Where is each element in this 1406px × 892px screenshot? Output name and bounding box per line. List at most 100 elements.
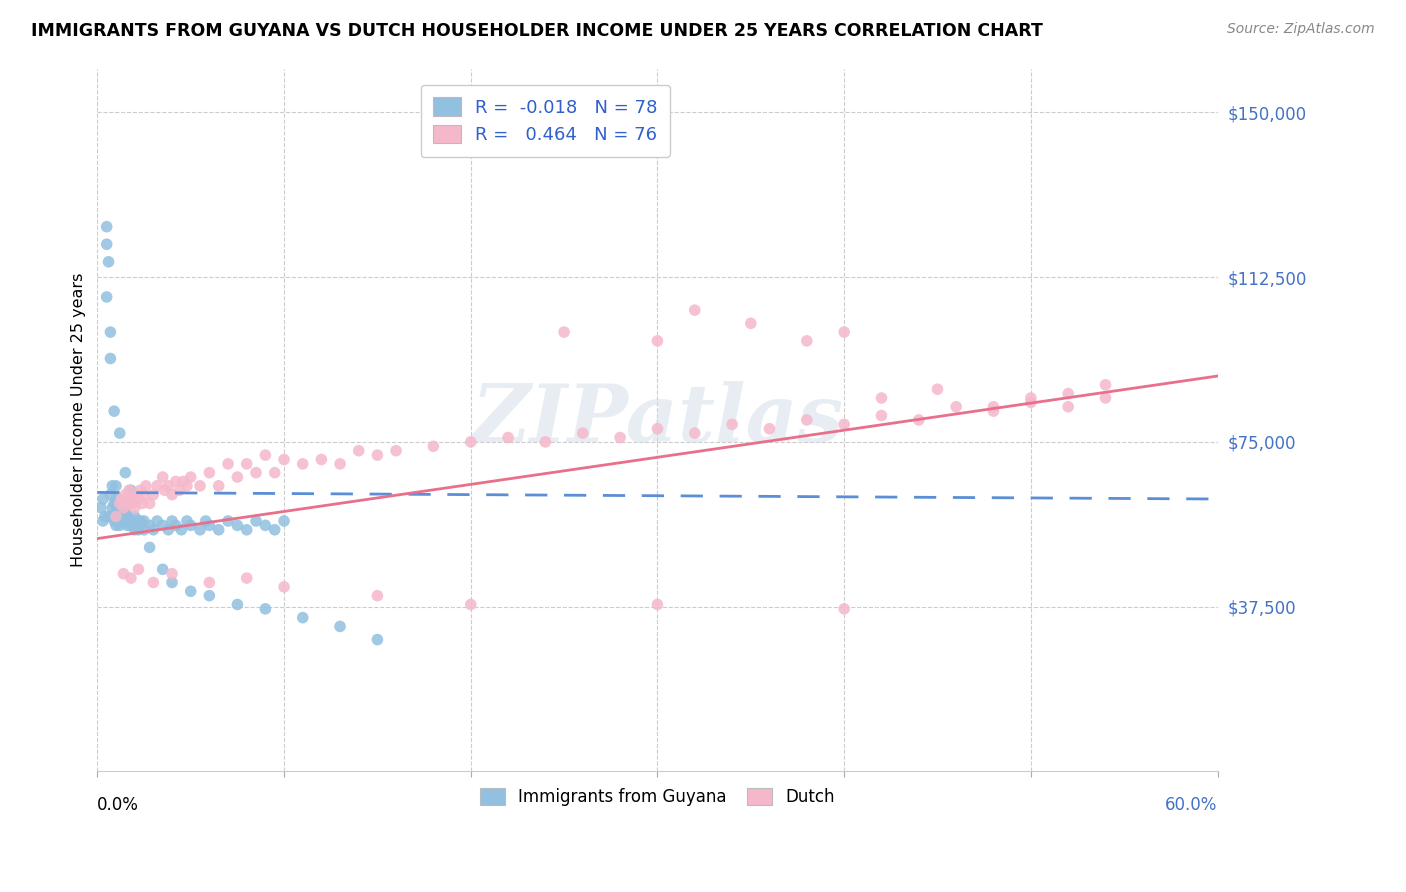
Point (129, 514, 152, 528)
Point (832, 325, 855, 339)
Point (273, 514, 295, 528)
Point (135, 479, 157, 493)
Point (97, 509, 120, 524)
Point (172, 475, 194, 489)
Point (366, 448, 388, 462)
Point (90, 500, 112, 515)
Point (870, 409, 893, 423)
Point (100, 351, 122, 366)
Point (226, 518, 249, 533)
Point (683, 303, 706, 318)
Point (683, 426, 706, 441)
Point (120, 571, 142, 585)
Point (142, 488, 165, 502)
Point (152, 470, 174, 484)
Point (235, 457, 257, 471)
Point (132, 488, 155, 502)
Point (129, 483, 152, 498)
Point (157, 479, 180, 493)
Point (188, 479, 211, 493)
Point (460, 598, 482, 612)
Point (115, 496, 138, 510)
Point (96, 237, 118, 252)
Point (198, 518, 221, 533)
Point (112, 500, 135, 515)
Point (105, 479, 128, 493)
Point (983, 400, 1005, 414)
Point (108, 505, 131, 519)
Point (553, 325, 575, 339)
Point (165, 518, 187, 533)
Point (273, 580, 295, 594)
Point (198, 575, 221, 590)
Point (101, 479, 124, 493)
Text: 0.0%: 0.0% (97, 796, 139, 814)
Point (94, 509, 117, 524)
Legend: Immigrants from Guyana, Dutch: Immigrants from Guyana, Dutch (470, 778, 845, 816)
Point (1019, 395, 1042, 409)
Point (160, 575, 183, 590)
Y-axis label: Householder Income Under 25 years: Householder Income Under 25 years (72, 273, 86, 567)
Point (245, 514, 267, 528)
Point (1094, 391, 1116, 405)
Point (103, 404, 125, 418)
Point (796, 334, 818, 348)
Point (114, 505, 136, 519)
Point (97, 255, 120, 269)
Point (647, 334, 669, 348)
Point (160, 566, 183, 581)
Point (160, 514, 183, 528)
Point (496, 430, 519, 444)
Point (100, 325, 122, 339)
Point (124, 488, 146, 502)
Point (114, 514, 136, 528)
Point (721, 417, 744, 432)
Point (983, 404, 1005, 418)
Point (1057, 400, 1080, 414)
Point (157, 523, 180, 537)
Point (366, 589, 388, 603)
Point (927, 382, 949, 396)
Point (245, 466, 267, 480)
Point (120, 518, 142, 533)
Point (91, 491, 114, 506)
Point (534, 434, 557, 449)
Point (105, 518, 128, 533)
Point (111, 500, 134, 515)
Point (107, 500, 129, 515)
Point (180, 584, 202, 599)
Point (127, 523, 149, 537)
Point (96, 219, 118, 234)
Point (647, 598, 669, 612)
Point (131, 496, 153, 510)
Point (1094, 377, 1116, 392)
Point (138, 496, 160, 510)
Point (273, 452, 295, 467)
Point (188, 523, 211, 537)
Point (329, 619, 352, 633)
Point (1057, 386, 1080, 401)
Point (124, 500, 146, 515)
Point (152, 562, 174, 576)
Point (100, 488, 122, 502)
Point (291, 610, 314, 624)
Point (385, 443, 408, 458)
Point (118, 514, 141, 528)
Point (112, 566, 135, 581)
Point (105, 509, 128, 524)
Point (127, 514, 149, 528)
Point (121, 514, 143, 528)
Point (124, 509, 146, 524)
Point (460, 434, 482, 449)
Point (263, 523, 285, 537)
Point (114, 488, 136, 502)
Point (254, 518, 277, 533)
Point (103, 496, 125, 510)
Point (176, 514, 198, 528)
Point (91, 514, 114, 528)
Point (796, 413, 818, 427)
Point (115, 518, 138, 533)
Point (291, 457, 314, 471)
Point (347, 443, 370, 458)
Point (180, 470, 202, 484)
